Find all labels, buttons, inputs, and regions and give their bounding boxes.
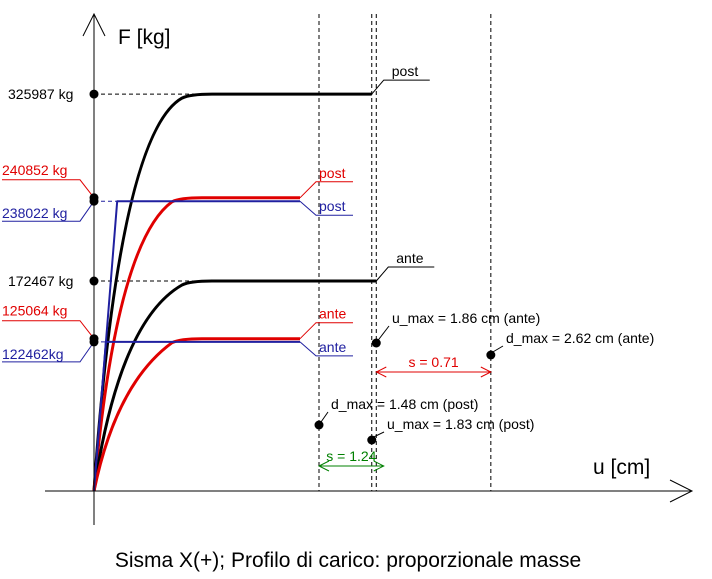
y-value-label-3: 172467 kg [8, 273, 73, 289]
curve-label-1: post [319, 165, 346, 181]
curve-label-3: ante [396, 250, 423, 266]
y-level-dot-3 [89, 276, 99, 286]
chart-caption: Sisma X(+); Profilo di carico: proporzio… [115, 549, 581, 572]
curve-3 [92, 279, 377, 492]
marker-dot-0 [371, 338, 381, 348]
span-label-1: s = 1.24 [326, 448, 376, 464]
marker-dot-2 [314, 420, 324, 430]
marker-dot-1 [486, 350, 496, 360]
marker-leader-1 [492, 345, 504, 353]
marker-leader-0 [377, 325, 390, 341]
marker-label-2: d_max = 1.48 cm (post) [331, 396, 478, 412]
curve-label-4: ante [319, 306, 346, 322]
y-label-leader-2 [2, 200, 95, 222]
curve-label-5: ante [319, 339, 346, 355]
marker-leader-3 [373, 431, 385, 438]
curve-label-leader-2 [299, 200, 353, 216]
y-value-label-5: 122462kg [2, 346, 64, 362]
span-arrow-left-1 [317, 460, 330, 472]
curve-label-leader-5 [299, 341, 353, 357]
curve-2 [93, 200, 300, 492]
curve-5 [93, 340, 300, 492]
marker-label-3: u_max = 1.83 cm (post) [387, 416, 534, 432]
span-label-0: s = 0.71 [408, 354, 458, 370]
y-value-label-0: 325987 kg [8, 86, 73, 102]
marker-label-0: u_max = 1.86 cm (ante) [392, 310, 540, 326]
curve-0 [92, 92, 372, 492]
y-label-leader-4 [2, 320, 95, 340]
y-level-dot-2 [89, 196, 99, 206]
marker-leader-2 [320, 411, 329, 423]
curve-label-leader-1 [299, 181, 353, 199]
curve-1 [92, 196, 300, 492]
span-arrow-right-1 [373, 460, 385, 472]
marker-dot-3 [367, 435, 377, 445]
curve-label-leader-3 [375, 266, 435, 282]
x-axis-arrow [669, 479, 694, 503]
x-axis-title: u [cm] [593, 456, 650, 479]
y-label-leader-1 [2, 179, 95, 199]
marker-label-1: d_max = 2.62 cm (ante) [506, 330, 654, 346]
y-axis-title: F [kg] [118, 26, 171, 49]
span-arrow-right-0 [480, 366, 492, 378]
curve-4 [92, 337, 300, 492]
curve-label-0: post [392, 63, 419, 79]
span-arrow-left-0 [375, 366, 387, 378]
y-label-leader-5 [2, 341, 95, 363]
curve-label-leader-4 [299, 322, 353, 340]
y-axis-arrow [82, 12, 106, 37]
curve-label-leader-0 [371, 79, 430, 95]
curve-label-2: post [319, 198, 346, 214]
y-value-label-1: 240852 kg [2, 162, 67, 178]
y-level-dot-0 [89, 89, 99, 99]
y-value-label-4: 125064 kg [2, 303, 67, 319]
y-value-label-2: 238022 kg [2, 205, 67, 221]
y-level-dot-5 [89, 337, 99, 347]
